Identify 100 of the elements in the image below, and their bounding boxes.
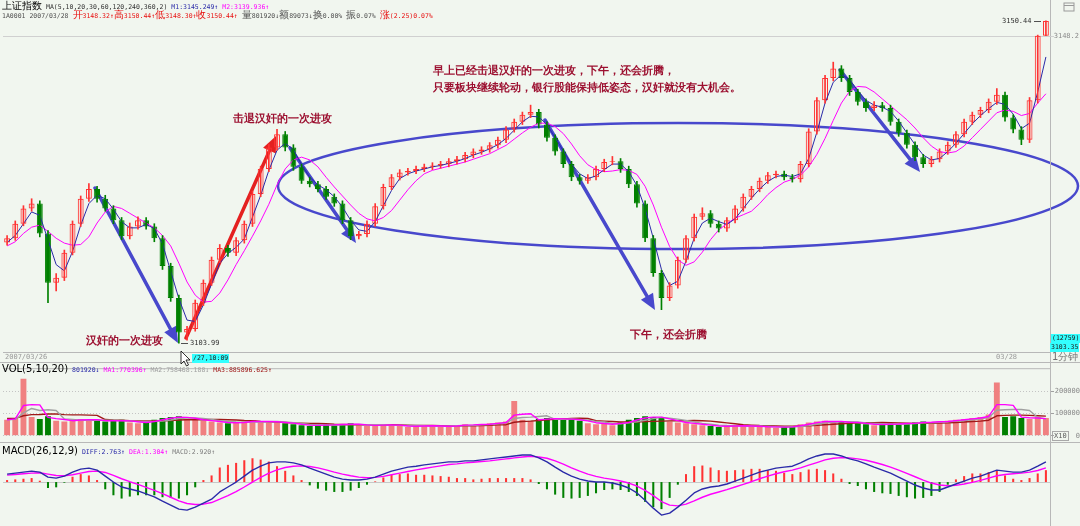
bar <box>513 478 516 483</box>
bar <box>194 482 197 488</box>
bar <box>235 462 238 483</box>
bar <box>186 482 189 496</box>
bar <box>856 482 859 487</box>
bar <box>554 482 557 495</box>
bar <box>693 466 696 483</box>
bar <box>46 482 50 488</box>
bar <box>355 425 362 436</box>
bar <box>208 421 215 436</box>
bar <box>30 478 33 483</box>
bar <box>61 421 68 436</box>
bar <box>1003 475 1007 483</box>
bar <box>895 424 902 436</box>
annotation: 击退汉奸的一次进攻 <box>233 112 332 125</box>
bar <box>437 426 444 436</box>
chart-title: VOL(5,10,20) <box>2 363 69 374</box>
annotation: 汉奸的一次进攻 <box>86 334 163 347</box>
bar <box>562 482 565 498</box>
bar <box>55 482 58 488</box>
bar <box>773 427 779 436</box>
bar <box>470 425 477 436</box>
bar <box>527 420 534 436</box>
bar <box>284 470 287 483</box>
annotation: 只要板块继续轮动，银行股能保持低姿态，汉奸就没有大机会。 <box>433 81 741 94</box>
bar <box>674 422 681 436</box>
bar <box>184 418 190 436</box>
bar <box>946 482 949 485</box>
bar <box>398 474 401 483</box>
bar <box>439 476 442 483</box>
bar <box>14 479 17 483</box>
bar <box>357 482 360 488</box>
bar <box>28 417 35 436</box>
bar <box>593 424 599 436</box>
bar <box>601 423 608 436</box>
bar <box>1044 470 1047 483</box>
chart-title: 上证指数 <box>2 0 42 11</box>
bar <box>406 473 409 483</box>
bar <box>290 424 297 436</box>
bar <box>177 482 180 499</box>
bar <box>889 482 892 494</box>
bar <box>505 478 508 483</box>
bar <box>666 421 673 436</box>
bar <box>325 482 328 491</box>
bar <box>1018 418 1025 436</box>
bar <box>396 426 403 436</box>
bar <box>447 476 450 483</box>
bar <box>881 482 884 494</box>
bar <box>225 423 231 436</box>
bar <box>218 467 221 483</box>
bar <box>53 420 60 436</box>
bar <box>676 482 679 485</box>
bar <box>265 422 272 436</box>
bar <box>815 468 818 483</box>
bar <box>472 479 475 483</box>
bar <box>364 426 370 436</box>
bar <box>200 420 207 436</box>
bar <box>725 470 728 483</box>
bar <box>349 482 352 491</box>
bar <box>560 419 567 436</box>
bar <box>576 420 583 436</box>
bar <box>854 423 861 436</box>
bar <box>85 420 92 436</box>
bar <box>1036 473 1039 483</box>
chart-title: MACD(26,12,9) <box>2 445 78 456</box>
bar <box>897 482 900 496</box>
bar <box>879 424 886 436</box>
annotation: 早上已经击退汉奸的一次进攻，下午，还会折腾， <box>433 64 675 77</box>
bar <box>715 426 722 436</box>
bar <box>1028 478 1031 483</box>
bar <box>276 466 279 483</box>
bar <box>488 478 491 483</box>
bar <box>298 425 305 436</box>
bar <box>748 426 755 436</box>
bar <box>79 474 82 483</box>
bar <box>226 464 229 483</box>
bar <box>791 474 794 483</box>
bar <box>799 472 802 483</box>
bar <box>192 419 199 436</box>
bar <box>832 473 835 483</box>
bar <box>871 425 878 436</box>
bar <box>331 425 338 436</box>
bar <box>347 423 354 436</box>
bar <box>1010 416 1017 436</box>
bar <box>519 419 526 436</box>
bar <box>521 478 524 483</box>
bar <box>314 425 321 436</box>
bar <box>390 474 393 483</box>
bar <box>709 467 712 483</box>
bar <box>36 418 43 436</box>
bar <box>316 482 319 489</box>
bar <box>110 420 117 436</box>
bar <box>372 425 379 436</box>
bar <box>570 482 573 499</box>
bar <box>993 382 1000 436</box>
bar <box>691 424 698 436</box>
bar <box>954 479 957 483</box>
bar <box>87 475 90 483</box>
annotation: 下午，还会折腾 <box>630 328 707 341</box>
bar <box>118 419 125 436</box>
